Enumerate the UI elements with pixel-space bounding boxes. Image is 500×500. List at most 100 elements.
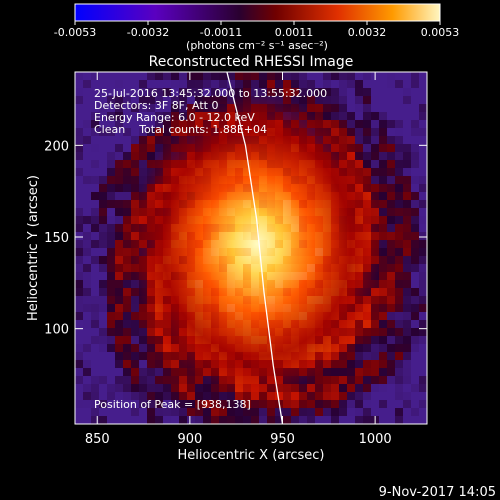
heatmap-cell: [123, 312, 132, 321]
heatmap-cell: [99, 240, 108, 249]
heatmap-cell: [115, 80, 124, 89]
heatmap-cell: [179, 384, 188, 393]
heatmap-cell: [83, 352, 92, 361]
heatmap-cell: [275, 416, 284, 424]
heatmap-cell: [107, 368, 116, 377]
heatmap-cell: [347, 392, 356, 401]
heatmap-cell: [123, 256, 132, 265]
heatmap-cell: [91, 288, 100, 297]
heatmap-cell: [99, 280, 108, 289]
heatmap-cell: [83, 408, 92, 417]
heatmap-cell: [411, 264, 420, 273]
heatmap-cell: [83, 312, 92, 321]
heatmap-cell: [83, 200, 92, 209]
heatmap-cell: [75, 200, 84, 209]
heatmap-cell: [131, 96, 140, 105]
heatmap-cell: [363, 128, 372, 137]
heatmap-cell: [115, 304, 124, 313]
heatmap-cell: [147, 112, 156, 121]
heatmap-cell: [75, 352, 84, 361]
heatmap-cell: [91, 376, 100, 385]
heatmap-cell: [275, 392, 284, 401]
heatmap-cell: [211, 392, 220, 401]
heatmap-cell: [123, 168, 132, 177]
heatmap-cell: [123, 72, 132, 81]
heatmap-cell: [331, 104, 340, 113]
heatmap-cell: [307, 408, 316, 417]
heatmap-cell: [115, 368, 124, 377]
heatmap-cell: [91, 88, 100, 97]
heatmap-cell: [403, 176, 412, 185]
source-glow: [132, 94, 382, 394]
heatmap-cell: [371, 104, 380, 113]
heatmap-cell: [91, 392, 100, 401]
heatmap-cell: [131, 288, 140, 297]
heatmap-cell: [139, 336, 148, 345]
heatmap-cell: [315, 104, 324, 113]
heatmap-cell: [115, 408, 124, 417]
heatmap-cell: [107, 120, 116, 129]
heatmap-cell: [339, 416, 348, 424]
heatmap-cell: [403, 392, 412, 401]
heatmap-cell: [83, 208, 92, 217]
heatmap-cell: [307, 416, 316, 424]
heatmap-cell: [203, 88, 212, 97]
heatmap-cell: [131, 72, 140, 81]
heatmap-cell: [419, 208, 427, 217]
heatmap-cell: [363, 120, 372, 129]
heatmap-cell: [107, 136, 116, 145]
heatmap-cell: [347, 72, 356, 81]
heatmap-cell: [355, 336, 364, 345]
heatmap-cell: [379, 248, 388, 257]
heatmap-cell: [195, 392, 204, 401]
heatmap-cell: [291, 96, 300, 105]
heatmap-cell: [203, 96, 212, 105]
heatmap-cell: [355, 144, 364, 153]
heatmap-cell: [395, 160, 404, 169]
heatmap-cell: [395, 256, 404, 265]
heatmap-cell: [379, 304, 388, 313]
annotation-clean-counts: Clean Total counts: 1.88E+04: [94, 123, 267, 136]
heatmap-cell: [203, 392, 212, 401]
heatmap-cell: [91, 280, 100, 289]
heatmap-cell: [363, 368, 372, 377]
heatmap-cell: [91, 312, 100, 321]
heatmap-cell: [131, 368, 140, 377]
heatmap-cell: [379, 288, 388, 297]
heatmap-cell: [379, 368, 388, 377]
heatmap-cell: [131, 112, 140, 121]
heatmap-cell: [139, 128, 148, 137]
heatmap-cell: [187, 112, 196, 121]
heatmap-cell: [323, 416, 332, 424]
heatmap-cell: [291, 408, 300, 417]
heatmap-cell: [371, 400, 380, 409]
heatmap-cell: [131, 416, 140, 424]
heatmap-cell: [419, 192, 427, 201]
heatmap-cell: [395, 200, 404, 209]
heatmap-cell: [411, 392, 420, 401]
heatmap-cell: [347, 344, 356, 353]
heatmap-cell: [75, 288, 84, 297]
heatmap-cell: [155, 96, 164, 105]
heatmap-cell: [163, 408, 172, 417]
heatmap-cell: [267, 80, 276, 89]
heatmap-cell: [419, 144, 427, 153]
heatmap-cell: [323, 368, 332, 377]
heatmap-cell: [395, 344, 404, 353]
heatmap-cell: [363, 392, 372, 401]
heatmap-cell: [419, 240, 427, 249]
heatmap-cell: [99, 288, 108, 297]
heatmap-cell: [395, 208, 404, 217]
heatmap-cell: [139, 152, 148, 161]
heatmap-cell: [371, 296, 380, 305]
heatmap-cell: [155, 112, 164, 121]
heatmap-cell: [403, 168, 412, 177]
heatmap-cell: [99, 128, 108, 137]
heatmap-cell: [139, 72, 148, 81]
heatmap-cell: [227, 392, 236, 401]
heatmap-cell: [99, 152, 108, 161]
heatmap-cell: [371, 96, 380, 105]
heatmap-cell: [123, 96, 132, 105]
heatmap-cell: [83, 152, 92, 161]
heatmap-cell: [419, 88, 427, 97]
